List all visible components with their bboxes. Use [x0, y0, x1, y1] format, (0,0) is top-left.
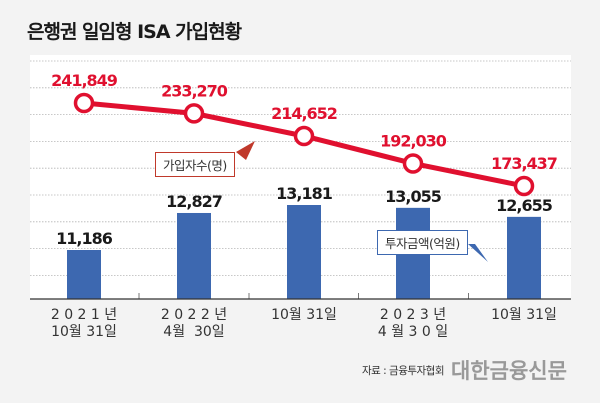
legend-investment-label: 투자금액(억원): [385, 236, 460, 251]
data-labels: 11,186 12,827 13,181 13,055 12,655 241,849 233…: [51, 71, 558, 248]
callout-arrow-subscribers: [236, 141, 255, 160]
line-point: [402, 153, 424, 174]
bar: [67, 250, 101, 299]
bar-value-label: 13,181: [276, 184, 333, 203]
line-value-label: 241,849: [51, 71, 118, 90]
bar-value-label: 12,827: [166, 192, 222, 211]
bar: [177, 212, 211, 299]
line-point: [73, 92, 95, 114]
x-tick-label: 2 0 2 2 년 4월 30일: [160, 307, 228, 340]
line-value-label: 233,270: [161, 81, 228, 100]
x-tick-label: 10월 31일: [271, 307, 337, 323]
line-value-label: 214,652: [271, 104, 337, 123]
line-value-label: 173,437: [491, 154, 557, 173]
chart-title: 은행권 일임형 ISA 가입현황: [27, 21, 242, 43]
x-tick-label: 2 0 2 1 년 10월 31일: [50, 307, 118, 340]
line-point: [293, 125, 315, 147]
legend-subscribers: 가입자수(명): [155, 152, 235, 177]
callout-arrow-investment: [468, 244, 488, 262]
line-series: [73, 92, 535, 197]
bar-value-label: 11,186: [56, 229, 113, 248]
x-tick-label: 2 0 2 3 년 4 월 3 0 일: [377, 307, 449, 340]
line-point: [183, 103, 205, 124]
legend-investment: 투자금액(억원): [377, 230, 468, 255]
x-tick-label: 10월 31일: [491, 307, 557, 323]
source-note: 자료 : 금융투자협회: [362, 365, 445, 377]
legend-subscribers-label: 가입자수(명): [163, 158, 227, 173]
bar: [287, 205, 321, 299]
bar-value-label: 13,055: [385, 187, 442, 206]
bar: [507, 216, 541, 299]
brand-logo: 대한금융신문: [451, 359, 567, 383]
line-point: [513, 175, 535, 197]
line-value-label: 192,030: [380, 131, 447, 150]
bar-value-label: 12,655: [496, 196, 553, 215]
axis-ticks: [138, 293, 469, 299]
